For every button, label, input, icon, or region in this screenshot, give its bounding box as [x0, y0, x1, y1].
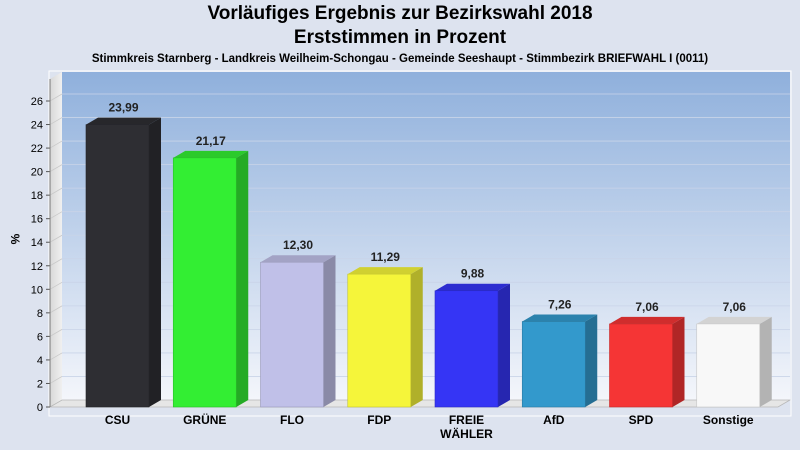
bar-flo: 12,30 [260, 238, 336, 408]
bar-grüne: 21,17 [172, 134, 249, 408]
bar-top [86, 117, 161, 125]
y-tick-label: 8 [37, 308, 43, 320]
y-tick-label: 24 [31, 120, 43, 132]
bar-top [347, 267, 423, 275]
data-label: 21,17 [196, 134, 226, 148]
x-tick-label: AfD [543, 413, 565, 427]
y-tick-label: 0 [37, 402, 43, 414]
bar-side [323, 255, 336, 407]
y-tick-label: 20 [31, 167, 43, 179]
data-label: 7,06 [723, 300, 747, 314]
data-label: 23,99 [108, 101, 138, 115]
x-tick-label: SPD [629, 413, 654, 427]
plot-border [48, 70, 792, 417]
grid-line-wall [49, 234, 63, 243]
y-tick-label: 22 [31, 143, 43, 155]
data-label: 7,06 [635, 300, 659, 314]
bar-top [609, 316, 685, 324]
grid-line-wall [49, 352, 63, 361]
x-tick-label: FLO [280, 413, 304, 427]
data-label: 11,29 [371, 250, 401, 264]
grid-line-wall [49, 93, 63, 102]
bar-side [149, 117, 161, 407]
chart-title: Vorläufiges Ergebnis zur Bezirkswahl 201… [207, 3, 593, 24]
grid-line-wall [49, 305, 63, 314]
bar-freie-wähler: 9,88 [434, 267, 510, 408]
y-tick-label: 6 [37, 331, 43, 343]
y-tick-label: 16 [31, 214, 43, 226]
grid-line-wall [49, 164, 63, 172]
y-tick-label: 12 [31, 261, 43, 273]
bar-top [173, 150, 249, 158]
grid-line-wall [49, 376, 63, 384]
bar-side [236, 150, 249, 407]
bar-csu: 23,99 [85, 101, 161, 408]
bar-side [759, 316, 772, 407]
data-label: 12,30 [283, 238, 313, 252]
grid-line-wall [49, 187, 63, 196]
grid-line-wall [49, 258, 63, 267]
bar [521, 321, 586, 408]
y-tick-label: 10 [31, 284, 43, 296]
chart-subtitle: Erststimmen in Prozent [293, 27, 507, 48]
bar-side [498, 283, 510, 407]
bar-top [435, 283, 510, 291]
y-tick-label: 18 [31, 190, 43, 202]
plot-left-wall [50, 72, 62, 407]
x-tick-label: FREIE [449, 413, 484, 427]
bar-sonstige: 7,06 [696, 300, 772, 408]
bar-top [522, 314, 598, 322]
grid-line-wall [49, 281, 63, 290]
bar [260, 261, 324, 408]
y-tick-label: 4 [37, 355, 43, 367]
y-tick-label: 26 [31, 96, 43, 108]
bar [609, 323, 673, 408]
x-tick-label: WÄHLER [440, 426, 493, 441]
bar [85, 124, 150, 408]
bar-fdp: 11,29 [347, 250, 423, 408]
grid-line-wall [49, 117, 63, 125]
bar-side [410, 267, 423, 407]
x-tick-label: FDP [367, 413, 391, 427]
bars: 23,99 21,17 12,30 11,29 9,88 7,26 7,06 7,06 [85, 101, 772, 408]
bar-side [672, 316, 685, 407]
chart-location: Stimmkreis Starnberg - Landkreis Weilhei… [91, 53, 709, 65]
bar [434, 290, 499, 408]
bar-spd: 7,06 [609, 300, 685, 408]
grid-line-wall [49, 329, 63, 337]
bar [347, 273, 412, 408]
bar-top [260, 255, 336, 263]
x-tick-label: GRÜNE [183, 412, 226, 427]
grid-line-wall [49, 211, 63, 220]
y-tick-label: 2 [37, 378, 43, 390]
data-label: 7,26 [548, 298, 572, 312]
bar-side [585, 314, 598, 407]
x-tick-label: CSU [105, 413, 130, 427]
x-tick-label: Sonstige [703, 413, 754, 427]
bar-top [696, 316, 772, 324]
bar [696, 323, 761, 408]
bar [172, 157, 237, 408]
grid-line-wall [49, 140, 63, 149]
data-label: 9,88 [461, 267, 485, 281]
bar-afd: 7,26 [521, 298, 598, 408]
y-tick-label: 14 [31, 237, 43, 249]
